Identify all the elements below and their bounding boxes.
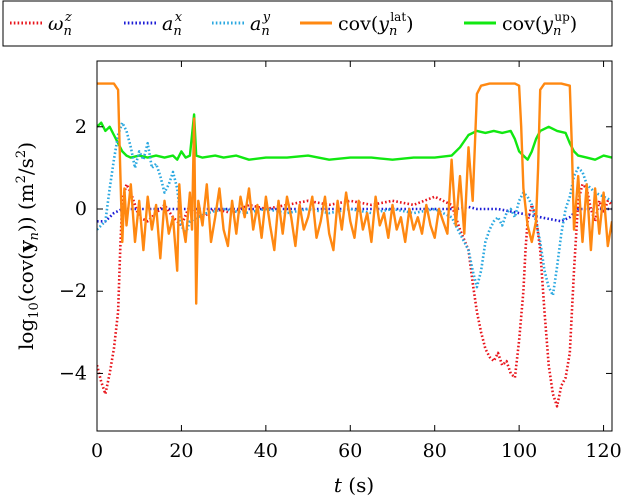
x-axis: 0 20 40 60 80 100 120 [91, 61, 622, 462]
x-tick-label: 80 [423, 440, 447, 462]
legend-item-1: anx [124, 10, 183, 39]
plot-frame [96, 60, 613, 432]
y-tick-label: 0 [75, 198, 87, 220]
legend-label: anx [162, 10, 183, 39]
legend-items: ωnz anx any cov(ynlat) cov(ynup) [10, 10, 577, 39]
svg-text:log10(cov(yn)) (m2/s2): log10(cov(yn)) (m2/s2) [14, 142, 42, 350]
legend-label: cov(ynlat) [338, 10, 414, 39]
legend-item-3: cov(ynlat) [300, 10, 414, 39]
legend-label: ωnz [48, 10, 72, 39]
x-tick-label: 60 [338, 440, 362, 462]
plot-area: 0 20 40 60 80 100 120 −4 −2 0 2 [59, 60, 622, 462]
legend-item-4: cov(ynup) [464, 10, 577, 39]
y-axis-title: log10(cov(yn)) (m2/s2) [14, 142, 42, 350]
legend-item-2: any [212, 10, 271, 39]
series-line-4 [97, 113, 612, 161]
x-tick-label: 0 [91, 440, 103, 462]
svg-text:t (s): t (s) [334, 473, 374, 497]
series-line-2 [97, 121, 612, 297]
legend-label: cov(ynup) [502, 10, 577, 39]
x-tick-label: 20 [169, 440, 193, 462]
series-layer [97, 82, 612, 408]
y-tick-label: 2 [75, 116, 87, 138]
series-line-3 [97, 82, 612, 305]
y-axis: −4 −2 0 2 [59, 116, 612, 384]
x-axis-title: t (s) [334, 473, 374, 497]
legend: ωnz anx any cov(ynlat) cov(ynup) [2, 0, 613, 47]
y-tick-label: −2 [59, 280, 87, 302]
x-tick-label: 40 [254, 440, 278, 462]
x-tick-label: 100 [501, 440, 537, 462]
x-tick-label: 120 [585, 440, 621, 462]
legend-item-0: ωnz [10, 10, 72, 39]
y-tick-label: −4 [59, 362, 87, 384]
legend-label: any [250, 10, 271, 39]
